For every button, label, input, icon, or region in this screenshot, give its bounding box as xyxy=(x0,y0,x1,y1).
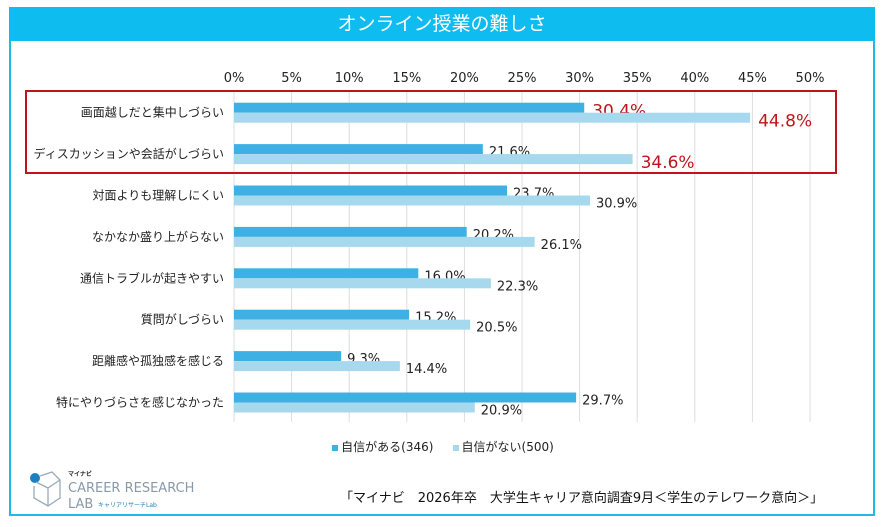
category-label: 通信トラブルが起きやすい xyxy=(80,270,224,285)
legend-swatch xyxy=(452,444,459,451)
bar xyxy=(234,351,342,362)
bar xyxy=(234,154,633,165)
bar xyxy=(234,392,577,403)
career-research-lab-logo: マイナビ CAREER RESEARCH LAB キャリアリサーチLab xyxy=(30,470,194,512)
svg-text:LAB: LAB xyxy=(68,497,93,512)
category-label: 対面よりも理解しにくい xyxy=(92,189,224,203)
bar xyxy=(234,402,475,413)
data-label: 20.5% xyxy=(476,321,517,336)
category-label: 特にやりづらさを感じなかった xyxy=(56,395,224,410)
svg-text:マイナビ: マイナビ xyxy=(68,470,92,478)
svg-text:キャリアリサーチLab: キャリアリサーチLab xyxy=(98,502,157,509)
x-tick-label: 0% xyxy=(224,71,245,86)
data-label: 20.9% xyxy=(481,404,522,419)
data-label: 26.1% xyxy=(541,238,582,253)
data-label: 44.8% xyxy=(758,112,812,132)
category-label: 画面越しだと集中しづらい xyxy=(81,105,224,120)
data-label: 29.7% xyxy=(582,394,623,409)
x-tick-label: 40% xyxy=(680,71,709,86)
source-note: 「マイナビ 2026年卒 大学生キャリア意向調査9月＜学生のテレワーク意向＞」 xyxy=(340,491,824,506)
x-tick-label: 25% xyxy=(508,71,537,86)
x-tick-label: 35% xyxy=(623,71,652,86)
category-label: 質問がしづらい xyxy=(141,312,224,327)
x-tick-label: 45% xyxy=(738,71,767,86)
x-tick-label: 30% xyxy=(565,71,594,86)
bar xyxy=(234,195,590,206)
x-tick-label: 10% xyxy=(335,71,364,86)
data-label: 14.4% xyxy=(406,362,447,377)
bar xyxy=(234,361,400,372)
x-tick-label: 50% xyxy=(796,71,825,86)
x-tick-label: 15% xyxy=(392,71,421,86)
highlight-box xyxy=(25,90,837,174)
x-tick-label: 20% xyxy=(450,71,479,86)
data-label: 34.6% xyxy=(641,153,695,173)
data-label: 30.9% xyxy=(596,197,637,212)
legend-swatch xyxy=(332,444,339,451)
legend: 自信がある(346) 自信がない(500) xyxy=(0,438,886,455)
bar xyxy=(234,268,419,279)
bar xyxy=(234,112,751,123)
bar xyxy=(234,319,471,330)
bar xyxy=(234,309,410,320)
bar xyxy=(234,144,483,155)
category-label: ディスカッションや会話がしづらい xyxy=(34,146,224,161)
x-tick-label: 5% xyxy=(281,71,302,86)
bar xyxy=(234,236,535,247)
bar xyxy=(234,185,508,196)
svg-text:CAREER RESEARCH: CAREER RESEARCH xyxy=(68,481,194,496)
category-label: なかなか盛り上がらない xyxy=(92,229,224,244)
legend-item-confident: 自信がある(346) xyxy=(332,440,433,454)
data-label: 22.3% xyxy=(497,279,538,294)
category-label: 距離感や孤独感を感じる xyxy=(92,353,224,368)
chart-title: オンライン授業の難しさ xyxy=(9,7,875,41)
bar xyxy=(234,278,491,289)
legend-item-not-confident: 自信がない(500) xyxy=(452,440,554,454)
bar xyxy=(234,226,467,237)
bar xyxy=(234,102,585,113)
